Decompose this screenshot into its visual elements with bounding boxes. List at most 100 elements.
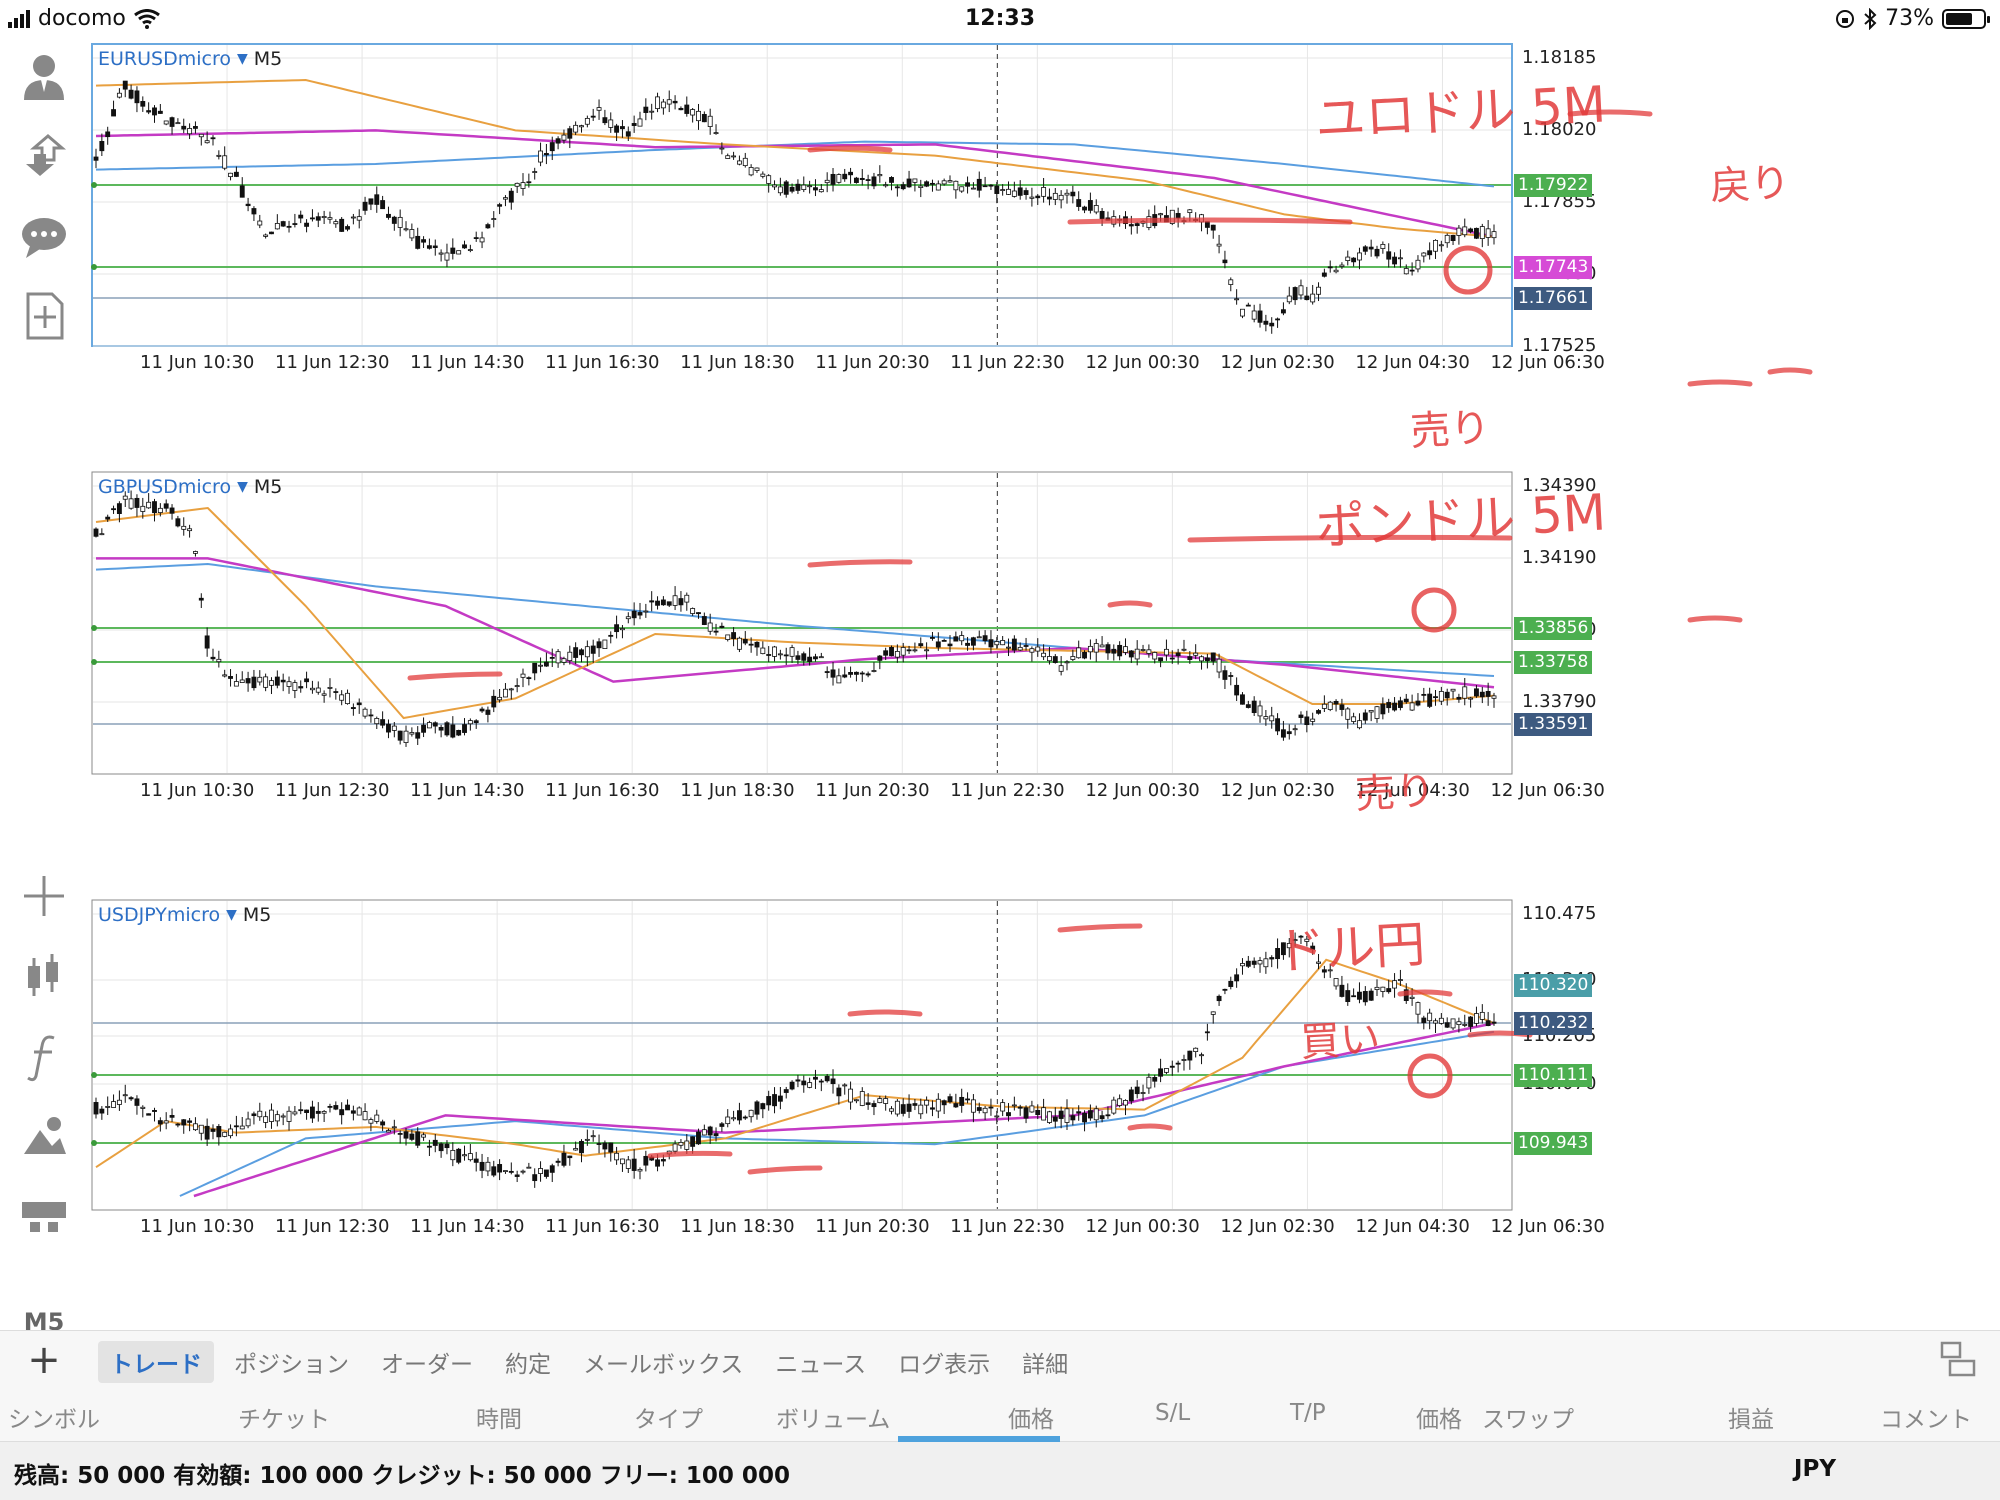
candle-body: [748, 167, 754, 176]
candle-body: [760, 1103, 766, 1110]
candle-body: [1397, 257, 1403, 260]
tab-3[interactable]: 約定: [505, 1352, 551, 1378]
candle-body: [672, 1143, 678, 1152]
symbol-dropdown-icon[interactable]: ▼: [237, 479, 248, 495]
column-header[interactable]: ボリューム: [776, 1407, 891, 1433]
candle-body: [1041, 652, 1047, 658]
candle-body: [497, 696, 503, 701]
candle-body: [362, 708, 368, 717]
candle-body: [970, 187, 976, 190]
candle-body: [883, 184, 889, 187]
annotation-stroke: [1687, 379, 1753, 387]
account-button[interactable]: [14, 46, 74, 106]
level-handle[interactable]: [91, 1140, 97, 1146]
column-header[interactable]: 時間: [476, 1407, 522, 1433]
candle-body: [941, 180, 947, 185]
chart-usdjpy[interactable]: USDJPYmicro▼M5110.475110.340110.205110.0…: [90, 898, 2000, 1330]
column-header[interactable]: 価格: [1008, 1407, 1054, 1433]
candle-body: [286, 1110, 292, 1122]
candle-body: [883, 650, 889, 656]
candle-body: [789, 1081, 795, 1090]
candle-body: [725, 634, 731, 640]
candle-body: [620, 1158, 625, 1165]
candle-body: [813, 187, 818, 191]
candle-body: [859, 1091, 865, 1106]
column-header[interactable]: 損益: [1728, 1407, 1774, 1433]
column-header[interactable]: スワップ: [1482, 1407, 1574, 1433]
candle-body: [368, 1119, 374, 1124]
candle-body: [216, 658, 222, 663]
timeframes-button[interactable]: [14, 1186, 74, 1246]
tab-0[interactable]: トレード: [98, 1341, 214, 1383]
candle-body: [836, 675, 842, 684]
column-header[interactable]: コメント: [1880, 1407, 1972, 1433]
new-order-button[interactable]: [14, 286, 74, 346]
symbol-label[interactable]: GBPUSDmicro: [98, 476, 232, 498]
candle-body: [1064, 661, 1070, 664]
candle-body: [1082, 206, 1087, 211]
candle-body: [889, 647, 894, 657]
level-handle[interactable]: [91, 264, 97, 270]
candle-body: [707, 115, 713, 127]
level-handle[interactable]: [91, 659, 97, 665]
symbol-label[interactable]: USDJPYmicro: [98, 904, 221, 926]
level-handle[interactable]: [91, 1072, 97, 1078]
chart-canvas[interactable]: [90, 898, 2000, 1330]
trade-button[interactable]: [14, 126, 74, 186]
level-handle[interactable]: [91, 625, 97, 631]
chat-button[interactable]: [14, 206, 74, 266]
layout-icon[interactable]: [1940, 1341, 1976, 1377]
chart-canvas[interactable]: [90, 470, 2000, 890]
tab-5[interactable]: ニュース: [775, 1352, 867, 1378]
candles-button[interactable]: [14, 946, 74, 1006]
chart-gbpusd[interactable]: GBPUSDmicro▼M51.343901.341901.339901.337…: [90, 470, 2000, 890]
tab-4[interactable]: メールボックス: [583, 1352, 744, 1378]
tab-6[interactable]: ログ表示: [898, 1352, 991, 1378]
objects-button[interactable]: [14, 1106, 74, 1166]
symbol-dropdown-icon[interactable]: ▼: [226, 907, 237, 923]
candle-body: [801, 1080, 807, 1086]
candle-body: [900, 647, 906, 656]
candle-body: [1181, 648, 1187, 651]
candle-body: [479, 237, 485, 243]
tab-2[interactable]: オーダー: [381, 1352, 473, 1378]
candle-body: [462, 1154, 467, 1157]
tab-1[interactable]: ポジション: [234, 1352, 349, 1378]
symbol-label[interactable]: EURUSDmicro: [98, 48, 231, 70]
candle-body: [1105, 644, 1111, 654]
column-header[interactable]: S/L: [1155, 1400, 1191, 1426]
candle-body: [614, 125, 620, 133]
column-header[interactable]: チケット: [238, 1407, 330, 1433]
chart-canvas[interactable]: [90, 42, 2000, 462]
candle-body: [198, 133, 204, 138]
candle-body: [906, 178, 912, 188]
candle-body: [1128, 650, 1134, 658]
candle-body: [1052, 192, 1058, 200]
chart-eurusd[interactable]: EURUSDmicro▼M51.181851.180201.178551.176…: [90, 42, 2000, 462]
column-header[interactable]: シンボル: [8, 1407, 100, 1433]
crosshair-button[interactable]: [14, 866, 74, 926]
add-button[interactable]: +: [27, 1337, 61, 1383]
column-header[interactable]: T/P: [1290, 1400, 1326, 1426]
time-label: 11 Jun 22:30: [950, 352, 1065, 373]
candle-body: [1199, 656, 1204, 662]
indicators-button[interactable]: [14, 1026, 74, 1086]
candle-body: [239, 679, 245, 683]
column-header[interactable]: タイプ: [634, 1407, 703, 1433]
candle-body: [965, 642, 970, 646]
candle-body: [1169, 1065, 1175, 1068]
candle-body: [783, 181, 789, 195]
candle-body: [555, 138, 561, 144]
column-header[interactable]: 価格: [1416, 1407, 1462, 1433]
candle-body: [1245, 704, 1251, 708]
candle-body: [625, 1159, 631, 1169]
candle-body: [754, 167, 760, 171]
terminal-tabs: + トレード ポジション オーダー 約定 メールボックス ニュース ログ表示 詳細: [0, 1330, 2000, 1386]
level-handle[interactable]: [91, 182, 97, 188]
symbol-dropdown-icon[interactable]: ▼: [236, 51, 248, 67]
candle-body: [836, 1087, 842, 1097]
candle-body: [789, 186, 795, 192]
candle-body: [824, 1075, 830, 1082]
tab-7[interactable]: 詳細: [1022, 1352, 1069, 1378]
candle-body: [1234, 974, 1240, 982]
